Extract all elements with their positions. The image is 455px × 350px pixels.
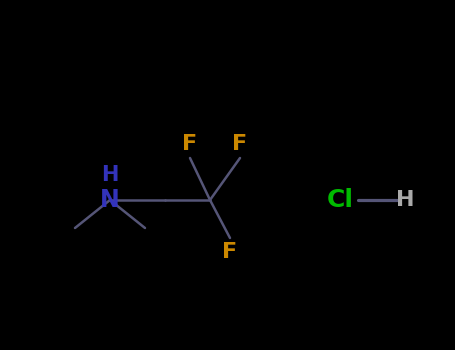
Text: F: F <box>222 242 238 262</box>
Text: F: F <box>233 134 248 154</box>
Text: H: H <box>101 165 119 185</box>
Text: F: F <box>182 134 197 154</box>
Text: N: N <box>100 188 120 212</box>
Text: H: H <box>396 190 414 210</box>
Text: Cl: Cl <box>327 188 354 212</box>
